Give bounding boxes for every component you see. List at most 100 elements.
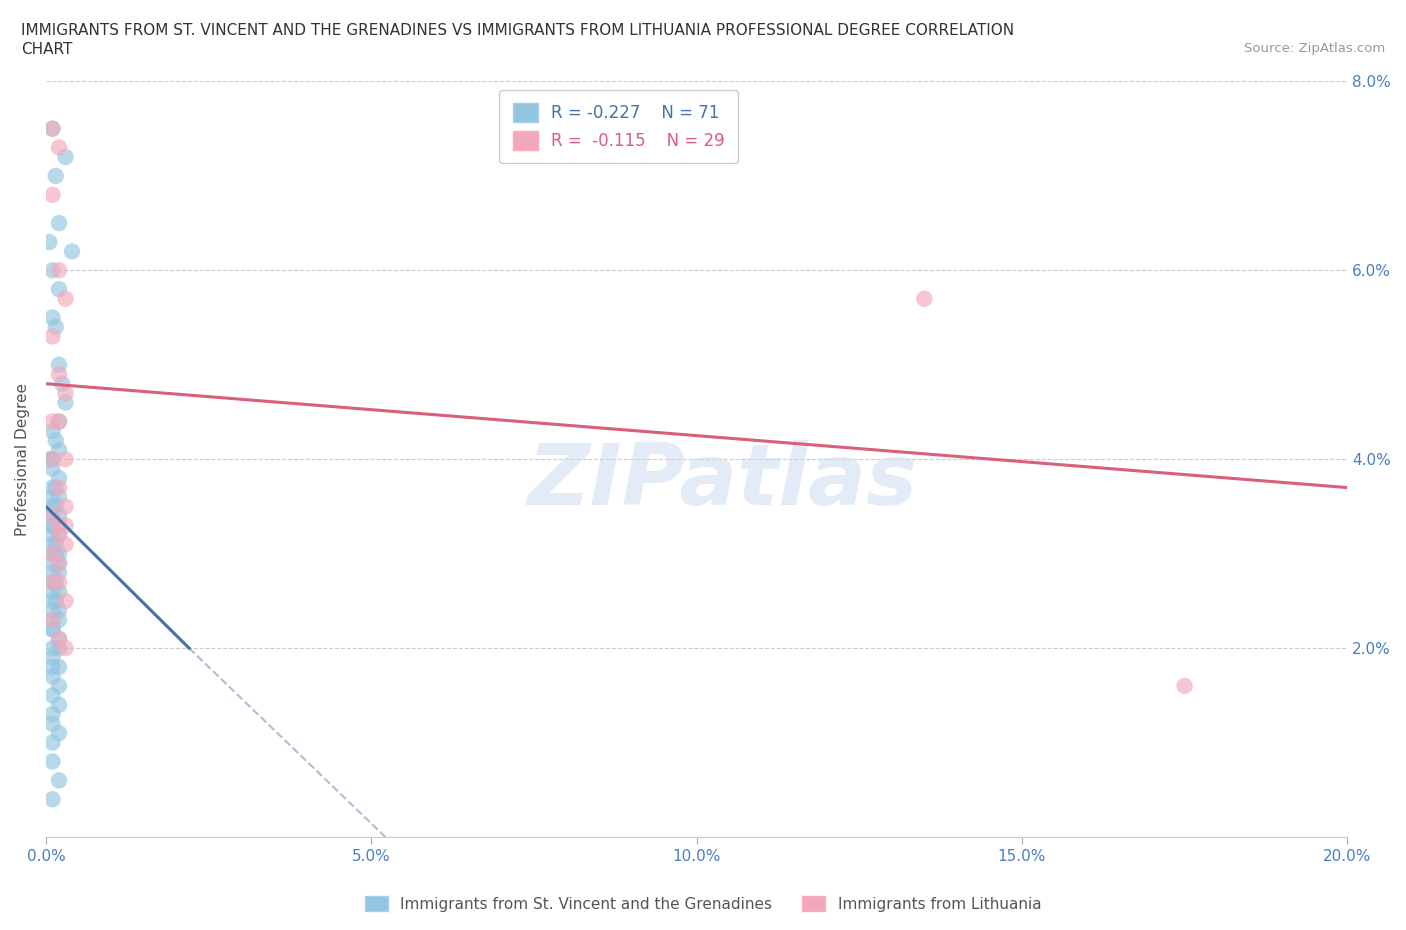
Point bbox=[41, 735, 63, 750]
Point bbox=[48, 556, 70, 571]
Point bbox=[48, 282, 70, 297]
Point bbox=[55, 386, 77, 401]
Point bbox=[48, 679, 70, 694]
Point bbox=[48, 641, 70, 656]
Point bbox=[55, 499, 77, 514]
Point bbox=[41, 688, 63, 703]
Text: Source: ZipAtlas.com: Source: ZipAtlas.com bbox=[1244, 42, 1385, 55]
Legend: R = -0.227    N = 71, R =  -0.115    N = 29: R = -0.227 N = 71, R = -0.115 N = 29 bbox=[499, 90, 738, 164]
Point bbox=[55, 395, 77, 410]
Point bbox=[41, 556, 63, 571]
Point bbox=[41, 612, 63, 627]
Point bbox=[55, 593, 77, 608]
Point bbox=[45, 593, 67, 608]
Point bbox=[48, 480, 70, 495]
Point bbox=[45, 575, 67, 590]
Point bbox=[41, 461, 63, 476]
Point bbox=[41, 310, 63, 325]
Point bbox=[48, 584, 70, 599]
Point bbox=[48, 612, 70, 627]
Point bbox=[41, 612, 63, 627]
Point bbox=[41, 121, 63, 136]
Point bbox=[45, 537, 67, 551]
Point bbox=[55, 537, 77, 551]
Point bbox=[41, 641, 63, 656]
Point bbox=[41, 565, 63, 580]
Point bbox=[41, 603, 63, 618]
Point bbox=[41, 575, 63, 590]
Point bbox=[48, 140, 70, 155]
Point bbox=[41, 263, 63, 278]
Point bbox=[41, 546, 63, 561]
Point bbox=[51, 377, 73, 392]
Y-axis label: Professional Degree: Professional Degree bbox=[15, 383, 30, 536]
Point bbox=[48, 414, 70, 429]
Point bbox=[41, 480, 63, 495]
Point bbox=[48, 725, 70, 740]
Point bbox=[55, 452, 77, 467]
Point bbox=[48, 366, 70, 381]
Point bbox=[41, 329, 63, 344]
Point bbox=[41, 452, 63, 467]
Text: ZIPatlas: ZIPatlas bbox=[527, 441, 918, 524]
Point bbox=[41, 707, 63, 722]
Point bbox=[912, 291, 935, 306]
Point bbox=[41, 499, 63, 514]
Point bbox=[48, 263, 70, 278]
Point bbox=[41, 754, 63, 769]
Point bbox=[41, 518, 63, 533]
Point bbox=[41, 593, 63, 608]
Point bbox=[38, 234, 60, 249]
Point bbox=[48, 631, 70, 646]
Point bbox=[41, 414, 63, 429]
Point bbox=[45, 499, 67, 514]
Point bbox=[41, 791, 63, 806]
Point bbox=[41, 187, 63, 202]
Point bbox=[41, 121, 63, 136]
Point bbox=[48, 471, 70, 485]
Point bbox=[48, 565, 70, 580]
Point bbox=[41, 669, 63, 684]
Point bbox=[41, 527, 63, 542]
Point bbox=[48, 216, 70, 231]
Point bbox=[48, 527, 70, 542]
Point bbox=[45, 168, 67, 183]
Point bbox=[41, 659, 63, 674]
Point bbox=[60, 244, 83, 259]
Point bbox=[48, 556, 70, 571]
Point bbox=[48, 546, 70, 561]
Point bbox=[38, 452, 60, 467]
Point bbox=[45, 546, 67, 561]
Text: CHART: CHART bbox=[21, 42, 73, 57]
Point bbox=[48, 357, 70, 372]
Text: IMMIGRANTS FROM ST. VINCENT AND THE GRENADINES VS IMMIGRANTS FROM LITHUANIA PROF: IMMIGRANTS FROM ST. VINCENT AND THE GREN… bbox=[21, 23, 1014, 38]
Point bbox=[41, 423, 63, 438]
Point bbox=[55, 518, 77, 533]
Point bbox=[41, 584, 63, 599]
Point bbox=[48, 443, 70, 458]
Point bbox=[41, 622, 63, 637]
Point bbox=[48, 518, 70, 533]
Point bbox=[48, 631, 70, 646]
Point bbox=[41, 622, 63, 637]
Point bbox=[1174, 679, 1197, 694]
Point bbox=[41, 650, 63, 665]
Point bbox=[48, 527, 70, 542]
Point bbox=[55, 641, 77, 656]
Point bbox=[41, 518, 63, 533]
Point bbox=[55, 150, 77, 165]
Point bbox=[45, 433, 67, 448]
Point bbox=[48, 575, 70, 590]
Point bbox=[41, 716, 63, 731]
Point bbox=[41, 509, 63, 524]
Point bbox=[41, 509, 63, 524]
Point bbox=[41, 546, 63, 561]
Point bbox=[45, 480, 67, 495]
Point bbox=[45, 320, 67, 335]
Point bbox=[48, 773, 70, 788]
Legend: Immigrants from St. Vincent and the Grenadines, Immigrants from Lithuania: Immigrants from St. Vincent and the Gren… bbox=[359, 889, 1047, 918]
Point bbox=[48, 414, 70, 429]
Point bbox=[55, 291, 77, 306]
Point bbox=[48, 509, 70, 524]
Point bbox=[41, 537, 63, 551]
